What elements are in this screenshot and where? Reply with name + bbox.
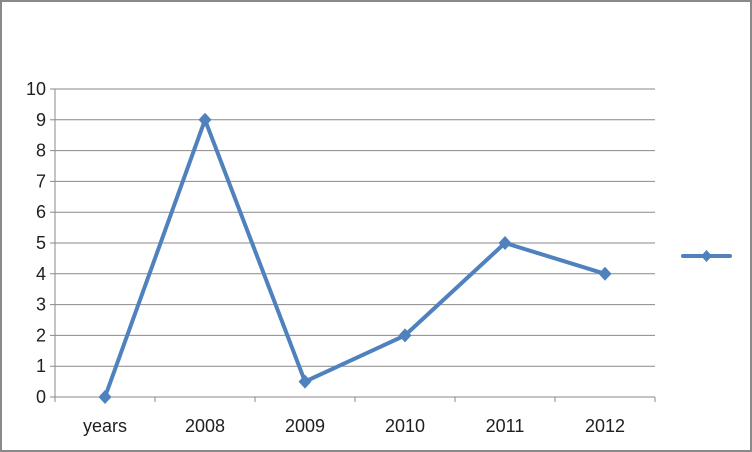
y-tick-label: 1: [36, 356, 46, 376]
data-point-marker: [598, 266, 612, 281]
legend-marker: [701, 250, 712, 262]
y-tick-label: 9: [36, 110, 46, 130]
data-point-marker: [498, 236, 512, 250]
y-tick-label: 7: [36, 171, 46, 191]
x-tick-label: 2008: [185, 416, 225, 436]
data-point-marker: [198, 112, 212, 127]
data-point-marker: [298, 374, 312, 389]
data-point-marker: [98, 390, 112, 404]
y-tick-label: 0: [36, 387, 46, 407]
x-tick-label: 2012: [585, 416, 625, 436]
y-tick-label: 4: [36, 264, 46, 284]
x-tick-label: years: [83, 416, 127, 436]
y-tick-label: 6: [36, 202, 46, 222]
x-tick-label: 2010: [385, 416, 425, 436]
x-tick-label: 2011: [486, 416, 525, 436]
data-point-marker: [398, 328, 412, 343]
y-tick-label: 8: [36, 141, 46, 161]
y-tick-label: 2: [36, 325, 46, 345]
y-tick-label: 5: [36, 233, 46, 253]
series-line: [103, 117, 607, 399]
x-tick-label: 2009: [285, 416, 325, 436]
y-tick-label: 10: [26, 79, 46, 99]
y-tick-label: 3: [36, 295, 46, 315]
